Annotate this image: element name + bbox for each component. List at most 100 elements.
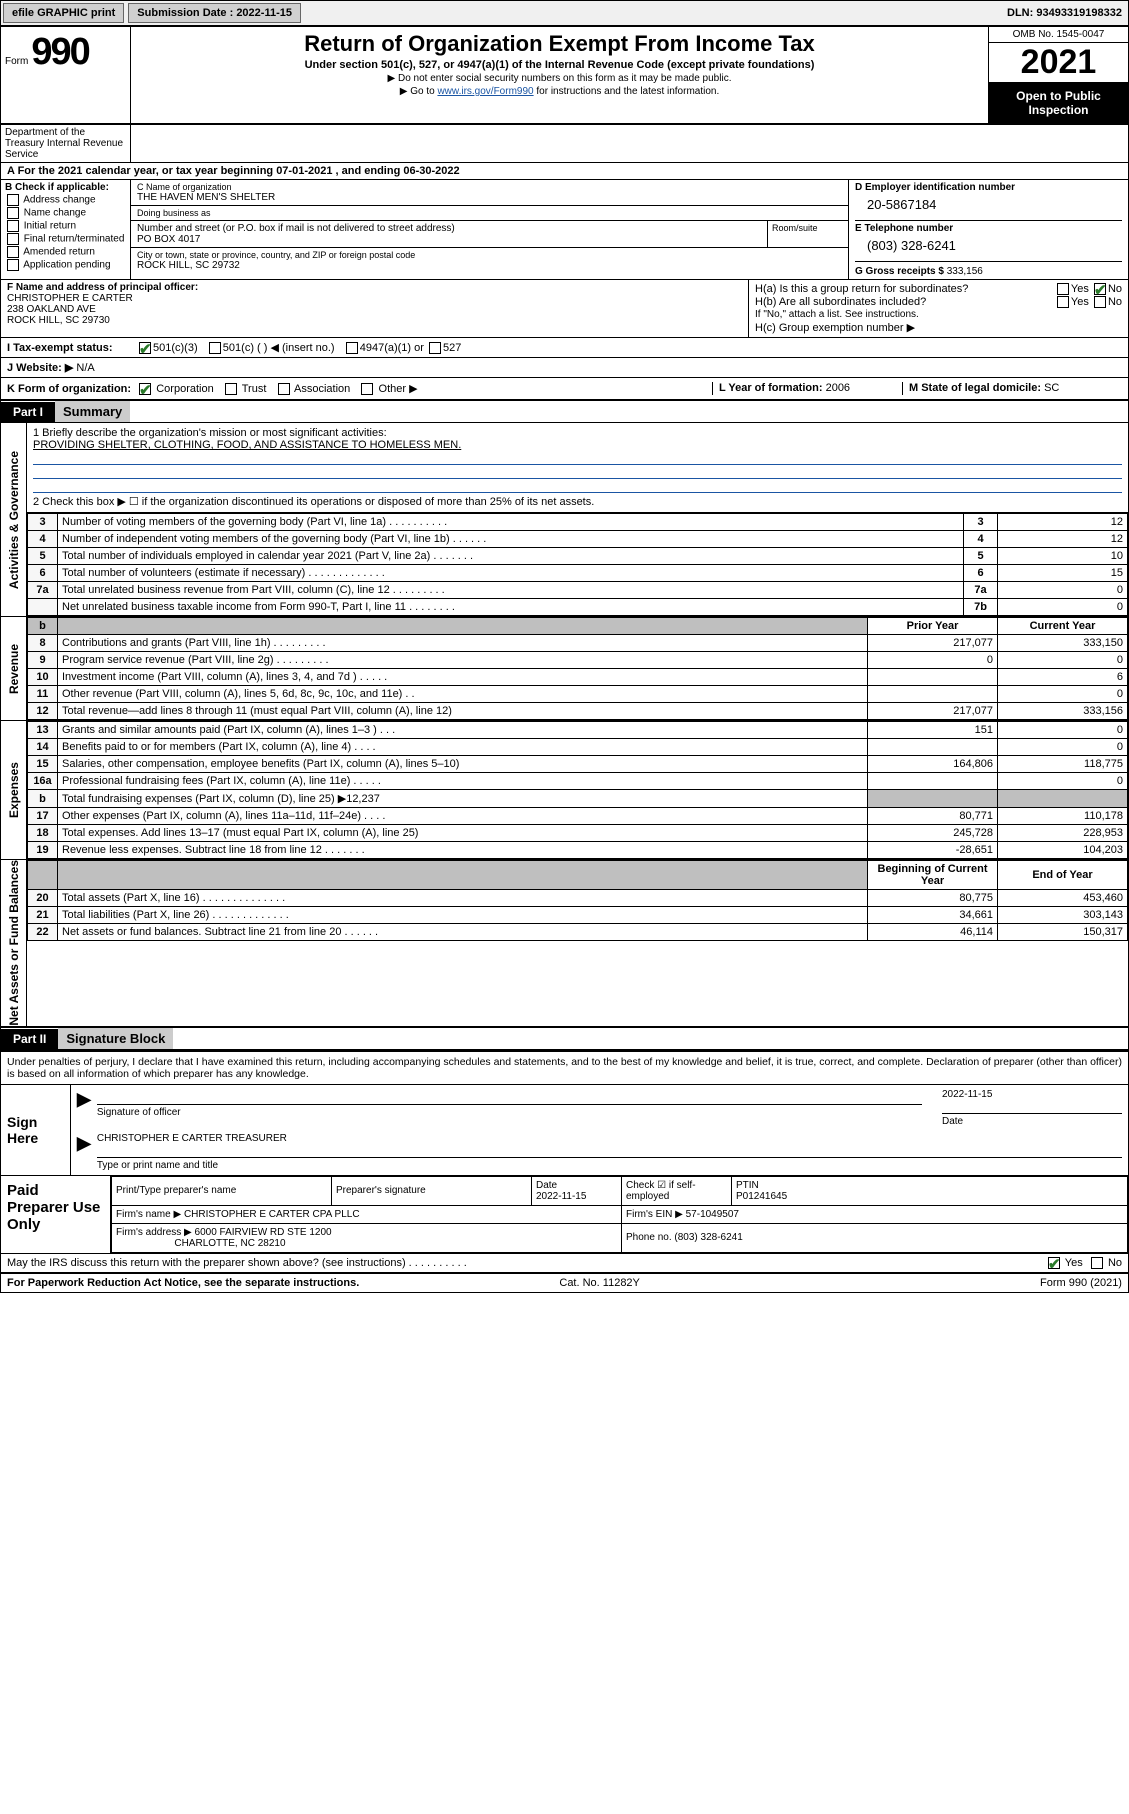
dept-label: Department of the Treasury Internal Reve… bbox=[1, 125, 131, 162]
f-officer-label: F Name and address of principal officer: bbox=[7, 282, 198, 293]
chk-corp[interactable] bbox=[139, 383, 151, 395]
firm-ein-lbl: Firm's EIN ▶ bbox=[626, 1209, 683, 1220]
officer-name-title: CHRISTOPHER E CARTER TREASURER bbox=[97, 1133, 1122, 1144]
d-ein-label: D Employer identification number bbox=[855, 182, 1015, 193]
chk-527[interactable] bbox=[429, 342, 441, 354]
sig-officer-label: Signature of officer bbox=[97, 1107, 181, 1118]
dln-label: DLN: 93493319198332 bbox=[1001, 3, 1128, 23]
form-subtitle: Under section 501(c), 527, or 4947(a)(1)… bbox=[137, 59, 982, 71]
ein-value: 20-5867184 bbox=[855, 193, 1122, 214]
sig-date-label: Date bbox=[942, 1116, 963, 1127]
firm-name: CHRISTOPHER E CARTER CPA PLLC bbox=[184, 1209, 360, 1220]
ha-yes[interactable] bbox=[1057, 283, 1069, 295]
prep-sig-hdr: Preparer's signature bbox=[332, 1176, 532, 1205]
cat-no: Cat. No. 11282Y bbox=[559, 1277, 640, 1289]
chk-name-change[interactable] bbox=[7, 207, 19, 219]
ptin-label: PTIN bbox=[736, 1180, 759, 1191]
firm-name-lbl: Firm's name ▶ bbox=[116, 1209, 181, 1220]
firm-phone: (803) 328-6241 bbox=[674, 1232, 742, 1243]
firm-ein: 57-1049507 bbox=[686, 1209, 739, 1220]
street-label: Number and street (or P.O. box if mail i… bbox=[137, 223, 761, 234]
side-revenue: Revenue bbox=[7, 644, 21, 694]
hb-no[interactable] bbox=[1094, 296, 1106, 308]
part2-header: Part II bbox=[1, 1029, 58, 1049]
side-governance: Activities & Governance bbox=[7, 451, 21, 589]
discuss-no[interactable] bbox=[1091, 1257, 1103, 1269]
m-value: SC bbox=[1044, 382, 1059, 394]
chk-501c[interactable] bbox=[209, 342, 221, 354]
c-name-label: C Name of organization bbox=[137, 182, 842, 192]
chk-app-pending[interactable] bbox=[7, 259, 19, 271]
chk-other[interactable] bbox=[361, 383, 373, 395]
chk-assoc[interactable] bbox=[278, 383, 290, 395]
room-label: Room/suite bbox=[772, 223, 818, 233]
officer-name: CHRISTOPHER E CARTER bbox=[7, 293, 133, 304]
e-phone-label: E Telephone number bbox=[855, 223, 953, 234]
part2-title: Signature Block bbox=[58, 1028, 173, 1049]
top-toolbar: efile GRAPHIC print Submission Date : 20… bbox=[1, 1, 1128, 27]
efile-print-button[interactable]: efile GRAPHIC print bbox=[3, 3, 124, 23]
gross-receipts-value: 333,156 bbox=[947, 266, 983, 277]
pra-notice: For Paperwork Reduction Act Notice, see … bbox=[7, 1277, 359, 1289]
chk-trust[interactable] bbox=[225, 383, 237, 395]
form-footer: Form 990 (2021) bbox=[1040, 1277, 1122, 1289]
discuss-question: May the IRS discuss this return with the… bbox=[7, 1257, 467, 1269]
hc-label: H(c) Group exemption number ▶ bbox=[755, 321, 915, 334]
form-header: Form 990 Return of Organization Exempt F… bbox=[1, 27, 1128, 125]
ha-label: H(a) Is this a group return for subordin… bbox=[755, 283, 968, 295]
street-value: PO BOX 4017 bbox=[137, 234, 761, 245]
prep-name-hdr: Print/Type preparer's name bbox=[112, 1176, 332, 1205]
preparer-table: Print/Type preparer's name Preparer's si… bbox=[111, 1176, 1128, 1253]
part1-header: Part I bbox=[1, 402, 55, 422]
open-inspection-badge: Open to Public Inspection bbox=[989, 83, 1128, 123]
sign-here-label: Sign Here bbox=[1, 1085, 71, 1175]
chk-4947[interactable] bbox=[346, 342, 358, 354]
website-value: N/A bbox=[76, 362, 94, 374]
ptin-value: P01241645 bbox=[736, 1191, 787, 1202]
form-prefix: Form bbox=[5, 56, 28, 67]
netassets-table: Beginning of Current YearEnd of Year20To… bbox=[27, 860, 1128, 941]
chk-address-change[interactable] bbox=[7, 194, 19, 206]
line2-checkbox-text: 2 Check this box ▶ ☐ if the organization… bbox=[33, 495, 1122, 508]
expenses-table: 13Grants and similar amounts paid (Part … bbox=[27, 721, 1128, 859]
perjury-statement: Under penalties of perjury, I declare th… bbox=[1, 1052, 1128, 1084]
chk-final-return[interactable] bbox=[7, 233, 19, 245]
submission-date-pill: Submission Date : 2022-11-15 bbox=[128, 3, 301, 23]
side-expenses: Expenses bbox=[7, 762, 21, 818]
officer-addr1: 238 OAKLAND AVE bbox=[7, 304, 96, 315]
sig-date: 2022-11-15 bbox=[942, 1089, 1122, 1100]
org-name: THE HAVEN MEN'S SHELTER bbox=[137, 192, 842, 203]
omb-number: OMB No. 1545-0047 bbox=[989, 27, 1128, 43]
firm-addr-lbl: Firm's address ▶ bbox=[116, 1227, 192, 1238]
arrow-icon: ▶ bbox=[77, 1089, 91, 1127]
arrow-icon-2: ▶ bbox=[77, 1133, 91, 1171]
irs-link[interactable]: www.irs.gov/Form990 bbox=[437, 86, 533, 97]
i-label: I Tax-exempt status: bbox=[7, 342, 137, 354]
mission-text: PROVIDING SHELTER, CLOTHING, FOOD, AND A… bbox=[33, 439, 1122, 451]
chk-501c3[interactable] bbox=[139, 342, 151, 354]
officer-addr2: ROCK HILL, SC 29730 bbox=[7, 315, 110, 326]
note2-post: for instructions and the latest informat… bbox=[534, 86, 720, 97]
hb-note: If "No," attach a list. See instructions… bbox=[755, 309, 919, 320]
phone-value: (803) 328-6241 bbox=[855, 234, 1122, 255]
ha-no[interactable] bbox=[1094, 283, 1106, 295]
k-label: K Form of organization: bbox=[7, 383, 131, 395]
hb-yes[interactable] bbox=[1057, 296, 1069, 308]
chk-initial-return[interactable] bbox=[7, 220, 19, 232]
prep-selfemp: Check ☑ if self-employed bbox=[622, 1176, 732, 1205]
firm-phone-lbl: Phone no. bbox=[626, 1232, 672, 1243]
side-netassets: Net Assets or Fund Balances bbox=[7, 860, 21, 1026]
section-b-checkboxes: B Check if applicable: Address change Na… bbox=[1, 180, 131, 279]
form-note1: ▶ Do not enter social security numbers o… bbox=[137, 73, 982, 84]
part1-title: Summary bbox=[55, 401, 130, 422]
revenue-table: bPrior YearCurrent Year8Contributions an… bbox=[27, 617, 1128, 720]
j-website-label: J Website: ▶ bbox=[7, 361, 73, 374]
city-value: ROCK HILL, SC 29732 bbox=[137, 260, 842, 271]
paid-preparer-label: Paid Preparer Use Only bbox=[1, 1176, 111, 1253]
prep-date-val: 2022-11-15 bbox=[536, 1191, 586, 1202]
discuss-yes[interactable] bbox=[1048, 1257, 1060, 1269]
form-title: Return of Organization Exempt From Incom… bbox=[137, 31, 982, 57]
chk-amended[interactable] bbox=[7, 246, 19, 258]
tax-year: 2021 bbox=[989, 43, 1128, 83]
firm-addr1: 6000 FAIRVIEW RD STE 1200 bbox=[195, 1227, 332, 1238]
